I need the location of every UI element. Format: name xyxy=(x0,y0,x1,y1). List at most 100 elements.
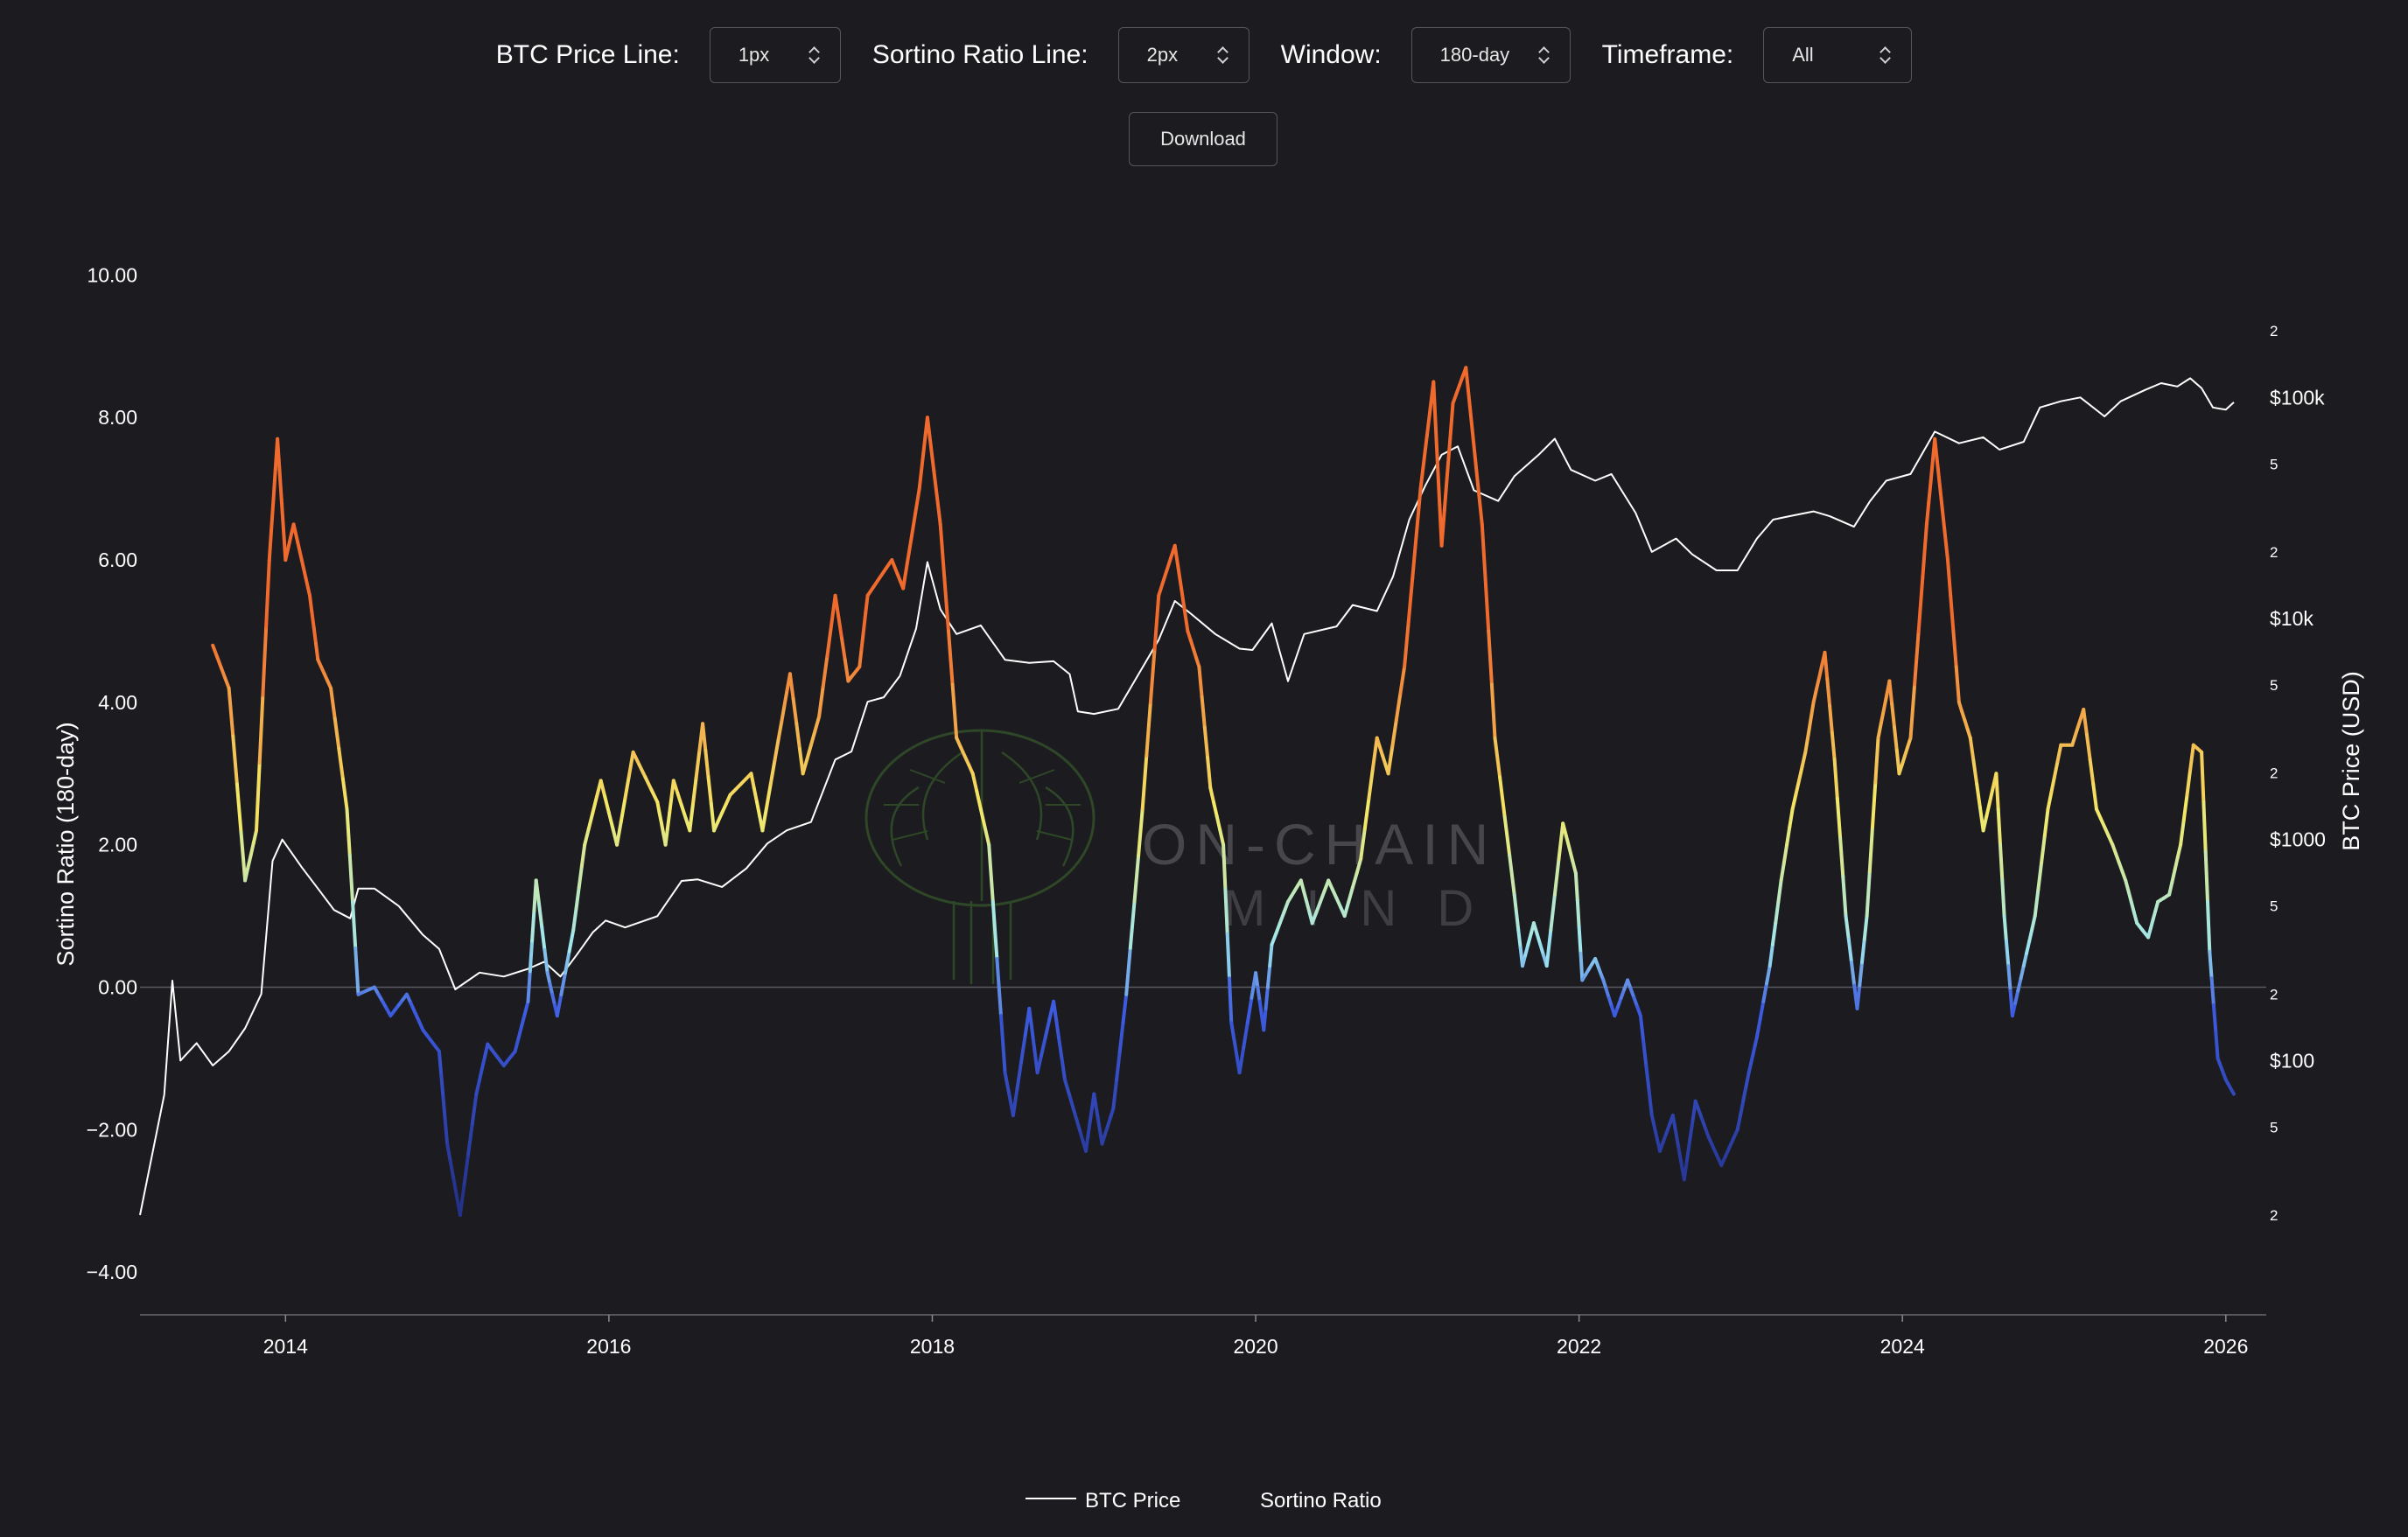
sortino-segment xyxy=(1803,737,1810,754)
sortino-segment xyxy=(1435,462,1442,507)
sortino-segment xyxy=(1927,479,1933,505)
y-left-tick-label: 4.00 xyxy=(98,691,137,714)
sortino-segment xyxy=(2202,800,2208,854)
sortino-segment xyxy=(914,486,921,516)
sortino-segment xyxy=(2019,964,2026,981)
sortino-segment xyxy=(1754,1017,1762,1039)
sortino-segment xyxy=(1908,682,1917,740)
sortino-segment xyxy=(308,593,314,614)
sortino-segment xyxy=(1314,899,1322,914)
sortino-segment xyxy=(1800,750,1808,769)
sortino-segment xyxy=(550,992,556,1007)
sortino-segment xyxy=(1228,976,1234,1025)
sortino-segment xyxy=(351,899,358,950)
sortino-segment xyxy=(214,654,223,669)
sortino-segment xyxy=(983,825,991,847)
sortino-line-value: 2px xyxy=(1146,44,1179,66)
sortino-segment xyxy=(643,775,654,792)
sortino-segment xyxy=(276,437,282,472)
sortino-segment xyxy=(2055,743,2063,763)
sortino-segment xyxy=(1231,1033,1237,1050)
sortino-segment xyxy=(1512,892,1518,914)
legend-item-sortino-ratio[interactable]: Sortino Ratio xyxy=(1260,1489,1382,1513)
sortino-segment xyxy=(448,1160,456,1182)
sortino-segment xyxy=(579,842,587,869)
sortino-segment xyxy=(1871,780,1878,829)
y-right-tick-label: $100k xyxy=(2270,386,2325,409)
sortino-segment xyxy=(567,928,576,954)
sortino-segment xyxy=(1088,1106,1094,1125)
sortino-segment xyxy=(1115,1049,1122,1082)
sortino-segment xyxy=(1464,366,1472,409)
sortino-segment xyxy=(858,646,864,669)
sortino-segment xyxy=(1835,796,1843,840)
sortino-segment xyxy=(1782,842,1789,865)
sortino-line-select[interactable]: 2px xyxy=(1117,27,1250,83)
price-line-select[interactable]: 1px xyxy=(709,27,841,83)
download-button[interactable]: Download xyxy=(1129,112,1278,166)
sortino-segment xyxy=(1928,458,1935,484)
sortino-segment xyxy=(932,469,939,500)
sortino-segment xyxy=(2049,775,2056,795)
sortino-segment xyxy=(1027,1006,1033,1027)
y-right-minor-tick-label: 5 xyxy=(2270,1119,2278,1135)
sortino-segment xyxy=(878,567,888,580)
sortino-segment xyxy=(921,433,928,455)
sortino-segment xyxy=(530,909,536,943)
sortino-segment xyxy=(312,625,318,646)
legend-item-btc-price[interactable]: BTC Price xyxy=(1085,1489,1180,1513)
sortino-segment xyxy=(329,686,337,721)
sortino-segment xyxy=(239,830,248,883)
sortino-segment xyxy=(657,811,663,826)
y-right-minor-tick-label: 5 xyxy=(2270,456,2278,472)
sortino-segment xyxy=(345,807,352,857)
sortino-segment xyxy=(1685,1138,1692,1162)
sortino-segment xyxy=(947,629,955,687)
chart-controls: BTC Price Line: 1px Sortino Ratio Line: … xyxy=(0,26,2408,84)
sortino-line-label: Sortino Ratio Line: xyxy=(872,40,1088,69)
sortino-segment xyxy=(1278,911,1286,926)
sortino-segment xyxy=(627,750,635,778)
sortino-segment xyxy=(1810,700,1816,717)
sortino-segment xyxy=(1359,827,1367,861)
sortino-segment xyxy=(1735,1114,1742,1132)
sortino-segment xyxy=(1467,405,1476,448)
sortino-segment xyxy=(257,693,265,765)
sortino-segment xyxy=(817,684,825,719)
sortino-segment xyxy=(603,794,611,815)
sortino-segment xyxy=(2046,791,2054,811)
sortino-segment xyxy=(1144,700,1152,758)
sortino-segment xyxy=(1268,942,1274,968)
sortino-segment xyxy=(1386,744,1395,776)
sortino-segment xyxy=(1951,629,1958,669)
sortino-segment xyxy=(776,720,784,740)
sortino-segment xyxy=(1274,921,1282,936)
sortino-segment xyxy=(1770,921,1778,947)
sortino-segment xyxy=(1916,576,1925,633)
window-select[interactable]: 180-day xyxy=(1410,27,1571,83)
timeframe-select[interactable]: All xyxy=(1763,27,1913,83)
sortino-segment xyxy=(909,512,918,541)
sortino-segment xyxy=(2173,855,2180,872)
sortino-segment xyxy=(452,1177,459,1199)
sortino-segment xyxy=(1949,593,1956,633)
sortino-segment xyxy=(1206,756,1213,790)
sortino-segment xyxy=(1202,725,1210,759)
sortino-segment xyxy=(1157,581,1165,597)
sortino-segment xyxy=(2203,849,2209,904)
sortino-segment xyxy=(2040,834,2047,865)
sortino-segment xyxy=(694,748,702,779)
sortino-segment xyxy=(1394,691,1403,723)
series-layer xyxy=(139,366,2236,1217)
sortino-segment xyxy=(1844,914,1851,941)
sortino-segment xyxy=(950,682,959,740)
sortino-segment xyxy=(2211,1003,2218,1034)
sortino-segment xyxy=(1410,531,1418,580)
sortino-segment xyxy=(928,442,936,473)
sortino-segment xyxy=(1879,708,1886,726)
sortino-segment xyxy=(1218,828,1226,847)
sortino-segment xyxy=(1197,665,1204,699)
sortino-segment xyxy=(1838,835,1845,879)
sortino-segment xyxy=(1549,892,1557,933)
sortino-segment xyxy=(1298,878,1306,893)
